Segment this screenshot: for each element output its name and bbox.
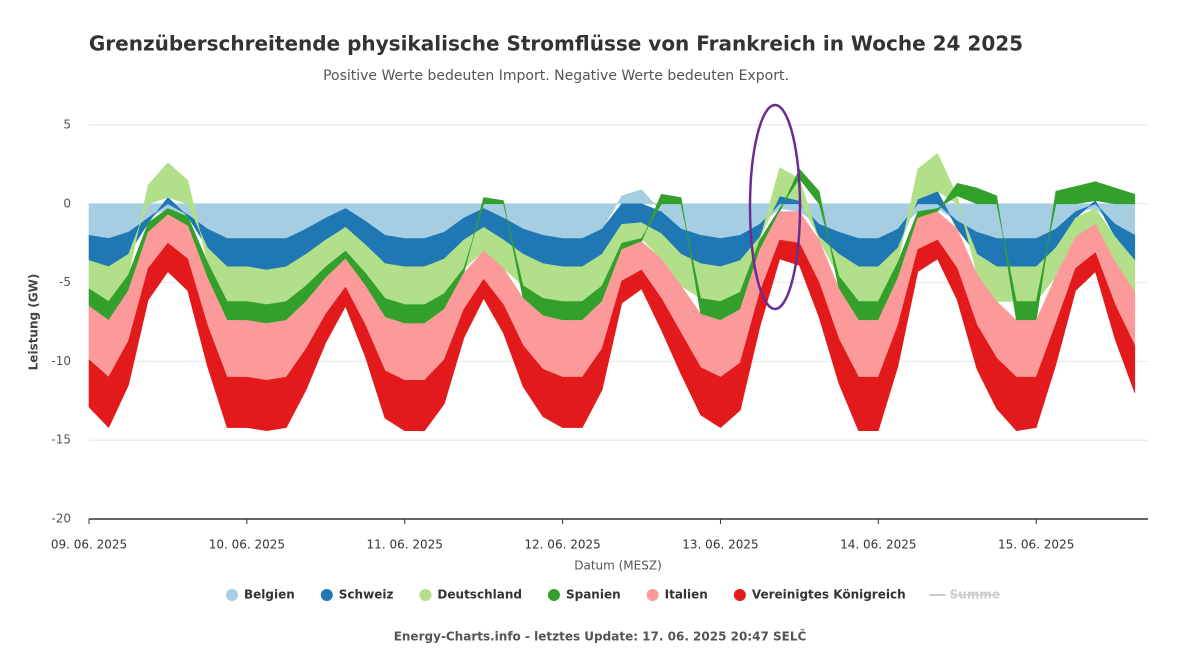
x-tick-label: 14. 06. 2025 [840, 538, 916, 552]
x-tick-label: 15. 06. 2025 [998, 538, 1074, 552]
x-axis-title: Datum (MESZ) [574, 559, 662, 573]
legend-label: Summe [950, 588, 1000, 602]
legend-item[interactable]: Deutschland [419, 588, 522, 602]
legend-marker [419, 589, 432, 601]
x-tick-label: 10. 06. 2025 [209, 538, 285, 552]
area-series [88, 239, 1136, 431]
legend-marker [547, 589, 560, 601]
y-tick-label: -20 [51, 512, 71, 526]
legend-marker [226, 589, 239, 601]
legend-label: Deutschland [437, 588, 522, 602]
legend-label: Vereinigtes Königreich [752, 588, 906, 602]
legend-item[interactable]: Spanien [547, 588, 621, 602]
y-tick-label: 5 [63, 118, 71, 132]
legend-label: Italien [665, 588, 708, 602]
y-tick-label: -10 [51, 354, 71, 368]
legend-marker [646, 589, 659, 601]
y-axis-title: Leistung (GW) [27, 274, 41, 371]
legend-item[interactable]: Summe [929, 588, 1000, 602]
x-tick-label: 09. 06. 2025 [51, 538, 127, 552]
legend-item[interactable]: Vereinigtes Königreich [733, 588, 906, 602]
legend-label: Schweiz [339, 588, 394, 602]
x-tick-label: 11. 06. 2025 [367, 538, 443, 552]
y-tick-label: -5 [59, 275, 71, 289]
legend: Belgien Schweiz Deutschland Spanien Italien V… [226, 588, 1000, 602]
x-tick-label: 12. 06. 2025 [524, 538, 600, 552]
y-tick-label: -15 [51, 433, 71, 447]
legend-label: Spanien [566, 588, 621, 602]
chart-subtitle: Positive Werte bedeuten Import. Negative… [323, 68, 789, 84]
legend-item[interactable]: Schweiz [320, 588, 394, 602]
legend-marker [733, 589, 746, 601]
legend-label: Belgien [244, 588, 295, 602]
legend-item[interactable]: Italien [646, 588, 708, 602]
y-tick-label: 0 [63, 196, 71, 210]
legend-item[interactable]: Belgien [226, 588, 295, 602]
legend-marker [320, 589, 333, 601]
x-tick-label: 13. 06. 2025 [682, 538, 758, 552]
highlight-ellipse [748, 103, 802, 311]
plot-area: -20 -15 -10 -5 0 5 09. 06. 2025 10. 06. 2025 11.… [51, 118, 1148, 552]
footer-credit: Energy-Charts.info - letztes Update: 17.… [394, 629, 807, 644]
chart-title: Grenzüberschreitende physikalische Strom… [89, 32, 1023, 56]
